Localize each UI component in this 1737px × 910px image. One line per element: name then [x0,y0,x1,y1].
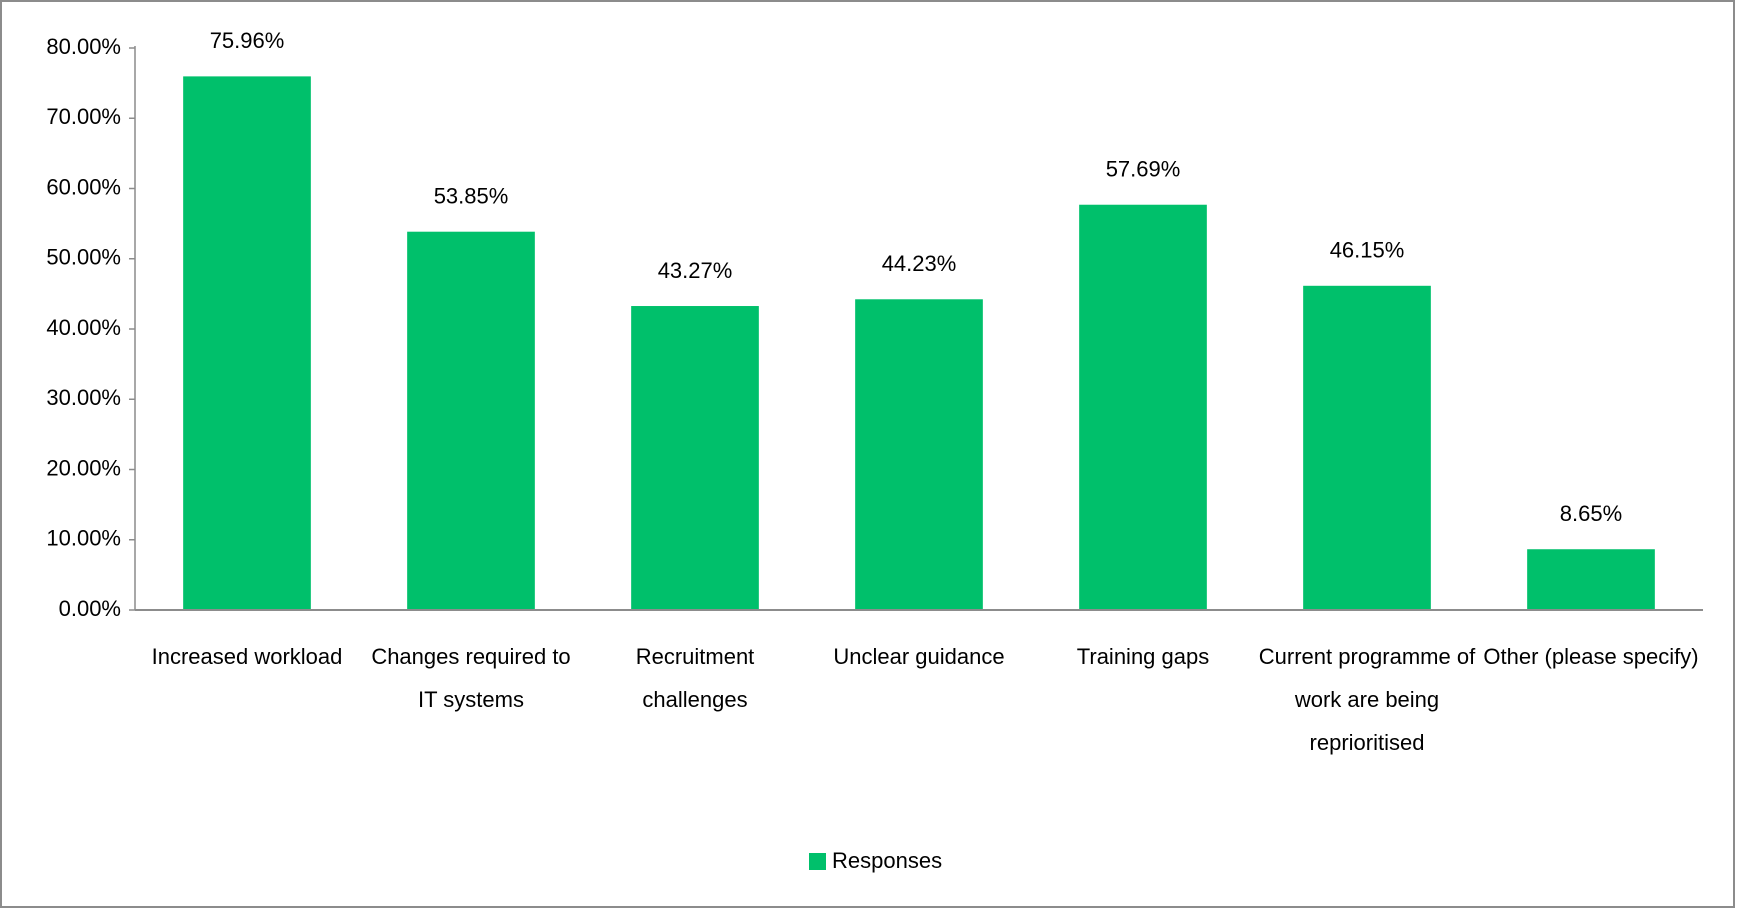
bar [1303,285,1431,610]
legend-label: Responses [832,848,942,873]
x-tick-label: Recruitment challenges [635,644,755,712]
y-tick-label: 10.00% [46,526,121,551]
x-tick-label: Other (please specify) [1483,644,1699,669]
y-tick-label: 30.00% [46,385,121,410]
data-label: 43.27% [658,258,733,283]
bar [631,306,759,610]
y-tick-label: 40.00% [46,315,121,340]
x-tick-label: Unclear guidance [833,644,1005,669]
y-tick-label: 70.00% [46,104,121,129]
bar [855,299,983,610]
y-tick-label: 20.00% [46,455,121,480]
bar [1079,204,1207,610]
data-label: 57.69% [1106,157,1181,182]
x-tick-label: Training gaps [1076,644,1210,669]
y-tick-label: 80.00% [46,34,121,59]
data-label: 75.96% [210,28,285,53]
x-tick-label: Current programme of work are being repr… [1258,644,1476,755]
bar [407,231,535,611]
data-label: 46.15% [1330,238,1405,263]
y-tick-label: 0.00% [59,596,121,621]
data-label: 44.23% [882,251,957,276]
data-label: 8.65% [1560,501,1622,526]
legend-swatch [809,853,826,870]
x-tick-label: Increased workload [151,644,343,669]
y-tick-label: 60.00% [46,174,121,199]
y-tick-label: 50.00% [46,245,121,270]
bar [183,76,311,611]
bar [1527,549,1655,610]
data-label: 53.85% [434,184,509,209]
x-tick-label: Changes required to IT systems [371,644,571,712]
